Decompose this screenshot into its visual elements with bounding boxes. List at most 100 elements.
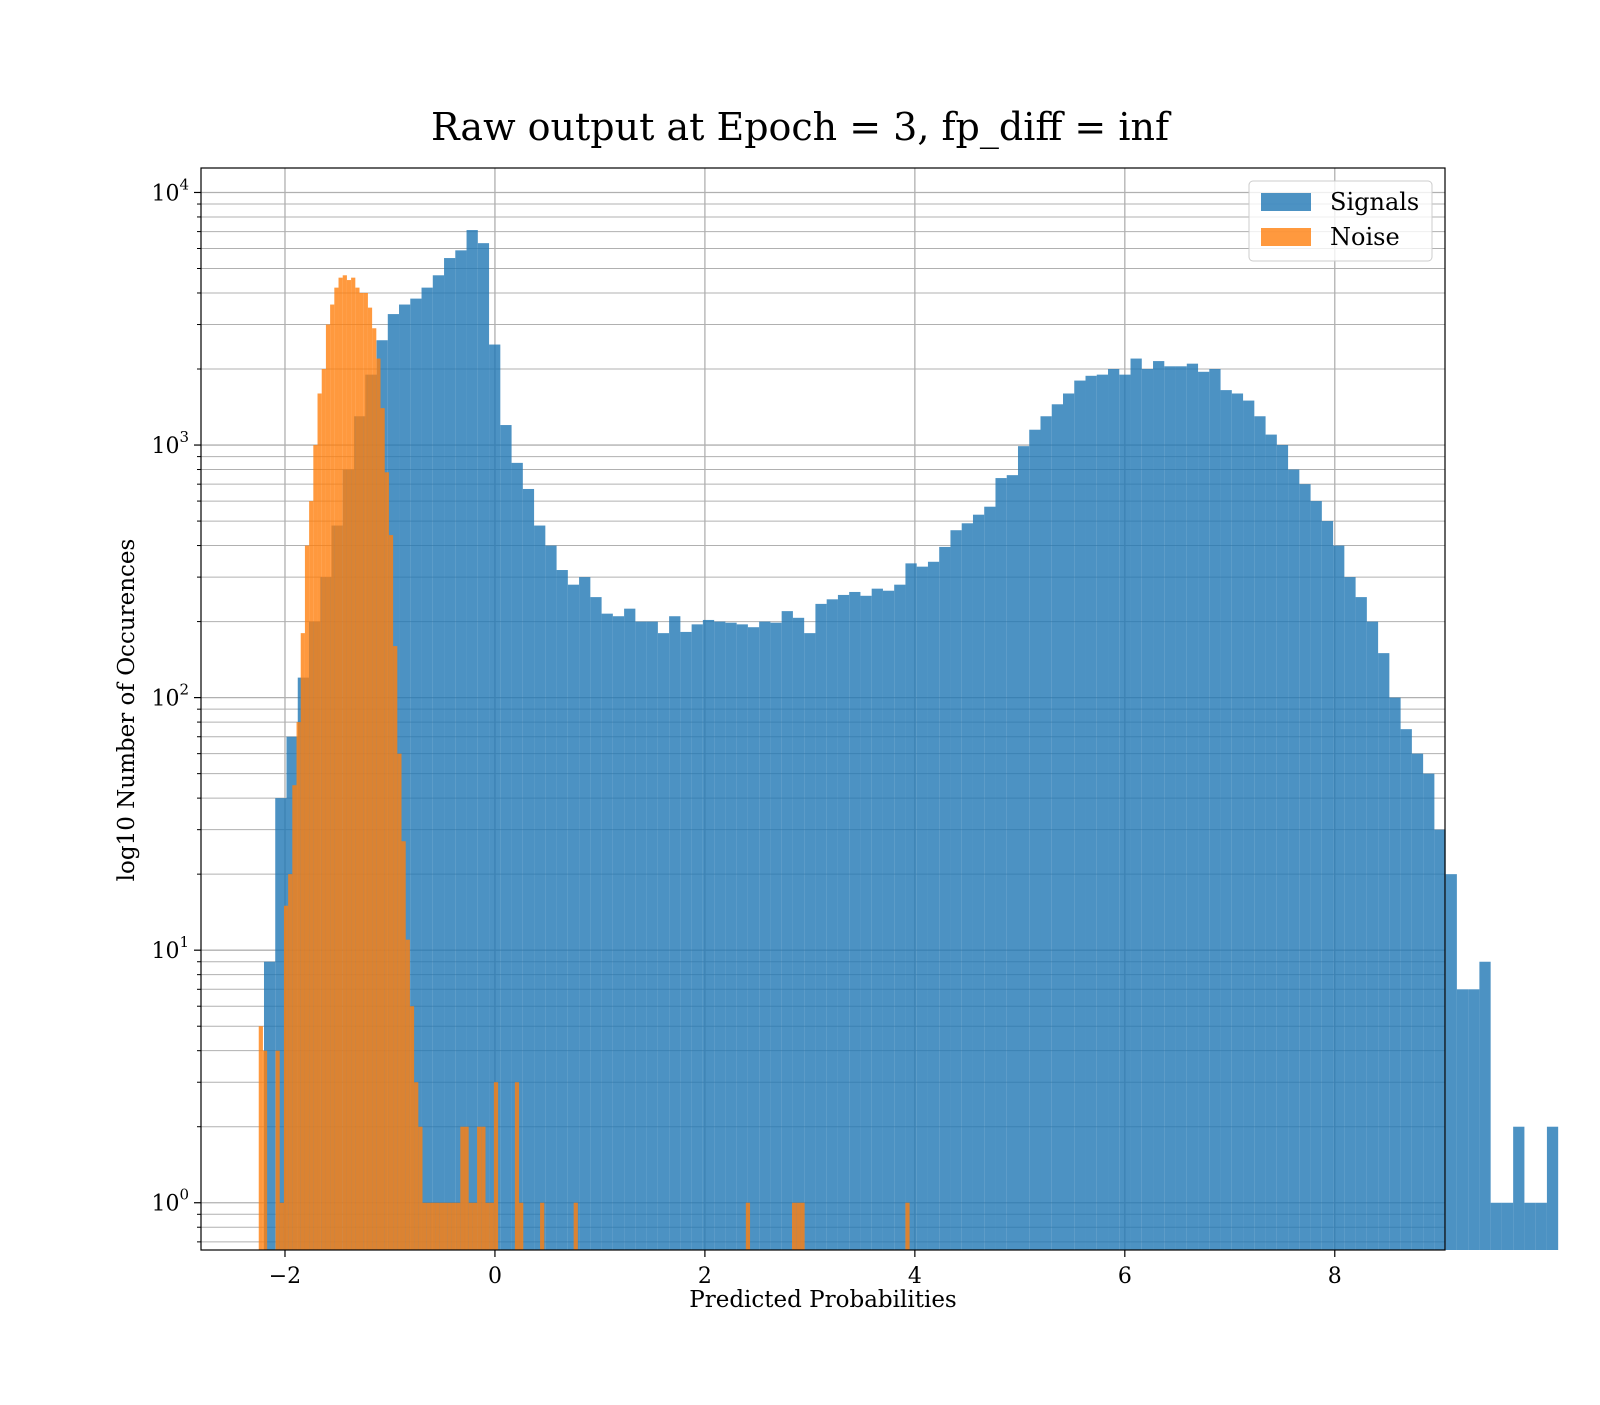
bar-signals — [1130, 358, 1142, 1250]
bar-signals — [1276, 445, 1289, 1250]
y-tick-label: 102 — [151, 681, 189, 712]
bar-signals — [871, 588, 883, 1250]
bar-noise — [519, 1202, 524, 1250]
bar-noise — [288, 874, 293, 1250]
bar-signals — [410, 298, 422, 1251]
bar-noise — [351, 277, 356, 1250]
bar-signals — [657, 633, 670, 1250]
bar-signals — [984, 506, 996, 1251]
bar-signals — [590, 597, 602, 1250]
bar-noise — [481, 1126, 486, 1250]
bar-signals — [601, 613, 613, 1250]
bar-signals — [646, 621, 658, 1250]
bar-signals — [781, 611, 793, 1250]
bar-signals — [1490, 1202, 1502, 1250]
bar-noise — [330, 304, 335, 1250]
bar-signals — [894, 584, 906, 1250]
bar-noise — [334, 287, 339, 1251]
bar-signals — [1423, 773, 1435, 1250]
bar-noise — [745, 1202, 751, 1250]
bar-noise — [401, 841, 406, 1250]
x-tick-label: 0 — [488, 1264, 502, 1289]
bar-noise — [540, 1202, 545, 1250]
bar-noise — [372, 328, 377, 1251]
bar-signals — [275, 798, 287, 1250]
bar-signals — [725, 622, 737, 1250]
legend-label-noise: Noise — [1330, 223, 1400, 251]
bar-noise — [414, 1082, 419, 1250]
bar-noise — [447, 1202, 452, 1250]
bar-signals — [477, 243, 490, 1250]
bar-signals — [489, 344, 501, 1251]
bar-signals — [1513, 1126, 1525, 1250]
bar-noise — [388, 535, 394, 1250]
bar-signals — [669, 616, 681, 1250]
bar-signals — [466, 230, 478, 1251]
bar-noise — [796, 1202, 801, 1250]
legend: Signals Noise — [1248, 180, 1433, 262]
x-tick-label: −2 — [269, 1264, 301, 1289]
bar-signals — [1074, 380, 1086, 1250]
bar-noise — [300, 633, 305, 1250]
bar-signals — [1524, 1202, 1536, 1250]
bar-signals — [1479, 961, 1491, 1250]
bar-signals — [500, 425, 512, 1250]
bar-noise — [451, 1202, 457, 1250]
bar-noise — [905, 1202, 910, 1250]
bar-signals — [995, 478, 1007, 1250]
bar-signals — [680, 631, 692, 1250]
bar-signals — [804, 633, 816, 1250]
bar-signals — [1096, 374, 1109, 1251]
bar-noise — [493, 1082, 499, 1250]
bar-signals — [1153, 361, 1165, 1251]
bar-noise — [460, 1126, 465, 1250]
bar-noise — [397, 753, 402, 1250]
bar-noise — [464, 1126, 469, 1250]
bar-noise — [346, 280, 352, 1251]
bar-signals — [1063, 393, 1075, 1250]
bar-signals — [1209, 369, 1221, 1250]
bar-noise — [430, 1202, 436, 1250]
bar-signals — [567, 584, 580, 1250]
bar-noise — [258, 1026, 263, 1250]
bar-signals — [624, 608, 636, 1250]
bar-signals — [1445, 874, 1457, 1250]
legend-swatch-signals — [1261, 193, 1311, 211]
y-tick-label: 103 — [151, 428, 189, 459]
bar-signals — [511, 462, 523, 1251]
bar-signals — [1220, 390, 1232, 1251]
bar-signals — [961, 523, 973, 1250]
bar-signals — [702, 619, 715, 1250]
bar-signals — [522, 488, 535, 1250]
bar-signals — [579, 577, 591, 1250]
bar-noise — [472, 1202, 478, 1250]
x-axis-label: Predicted Probabilities — [689, 1287, 957, 1313]
bar-signals — [759, 621, 771, 1250]
y-axis-label: log10 Number of Occurences — [114, 539, 140, 882]
bar-noise — [359, 292, 364, 1250]
bar-noise — [292, 785, 297, 1250]
bar-signals — [916, 566, 928, 1250]
bar-signals — [1389, 697, 1401, 1250]
bar-signals — [950, 530, 962, 1250]
bar-signals — [905, 563, 917, 1250]
bar-signals — [1175, 366, 1187, 1250]
bar-signals — [939, 546, 951, 1250]
bar-signals — [1108, 369, 1120, 1250]
bar-noise — [456, 1202, 461, 1250]
bar-signals — [1085, 375, 1097, 1250]
series-signals — [263, 230, 1559, 1251]
bar-signals — [455, 250, 467, 1250]
legend-label-signals: Signals — [1330, 188, 1419, 216]
bar-noise — [435, 1202, 440, 1250]
bar-signals — [1141, 369, 1154, 1250]
bar-noise — [573, 1202, 578, 1250]
bar-signals — [1366, 621, 1379, 1250]
bar-signals — [1321, 521, 1334, 1250]
bar-signals — [860, 595, 872, 1250]
bar-noise — [409, 1006, 415, 1250]
bar-noise — [393, 646, 398, 1250]
bar-signals — [1333, 545, 1345, 1250]
y-tick-label: 100 — [151, 1186, 189, 1217]
bar-noise — [384, 472, 389, 1250]
